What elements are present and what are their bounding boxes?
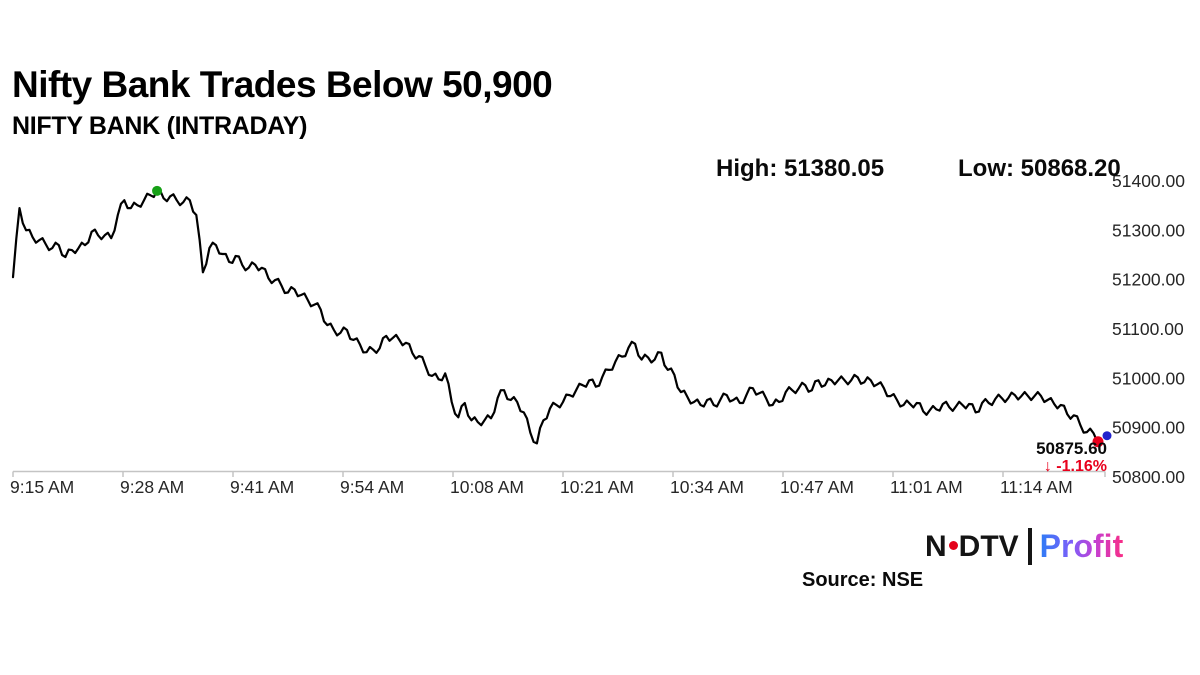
profit-wordmark: Profit bbox=[1039, 528, 1124, 564]
x-tick-label: 10:21 AM bbox=[560, 477, 634, 497]
y-tick-label: 50900.00 bbox=[1112, 418, 1185, 438]
y-tick-label: 51200.00 bbox=[1112, 270, 1185, 290]
y-tick-label: 51000.00 bbox=[1112, 368, 1185, 388]
ndtv-red-dot-icon bbox=[948, 540, 958, 550]
last-marker-dot bbox=[1092, 436, 1104, 448]
last-price-callout: 50875.60 ↓ -1.16% bbox=[1036, 440, 1107, 476]
x-tick-label: 11:14 AM bbox=[1000, 477, 1073, 497]
y-tick-label: 51300.00 bbox=[1112, 220, 1185, 240]
y-tick-label: 51100.00 bbox=[1112, 319, 1184, 339]
x-tick-label: 9:15 AM bbox=[10, 477, 74, 497]
chart-subtitle: NIFTY BANK (INTRADAY) bbox=[12, 112, 308, 140]
logo-separator bbox=[1027, 528, 1032, 565]
x-tick-label: 9:41 AM bbox=[230, 477, 294, 497]
y-tick-label: 51400.00 bbox=[1112, 171, 1185, 191]
high-value-label: High: 51380.05 bbox=[716, 155, 885, 182]
high-low-stats: High: 51380.05 Low: 50868.20 bbox=[0, 155, 1200, 185]
page-title: Nifty Bank Trades Below 50,900 bbox=[12, 64, 553, 105]
x-tick-label: 10:08 AM bbox=[450, 477, 524, 497]
x-tick-label: 9:54 AM bbox=[340, 477, 404, 497]
y-tick-label: 50800.00 bbox=[1112, 467, 1185, 487]
x-tick-label: 10:47 AM bbox=[780, 477, 854, 497]
x-tick-label: 10:34 AM bbox=[670, 477, 744, 497]
change-percent-label: ↓ -1.16% bbox=[1043, 458, 1107, 475]
last-marker-secondary-dot bbox=[1102, 431, 1112, 441]
ndtv-profit-logo: N DTV Profit bbox=[925, 528, 1123, 565]
peak-marker-dot bbox=[152, 185, 163, 196]
x-tick-label: 9:28 AM bbox=[120, 477, 184, 497]
x-tick-label: 11:01 AM bbox=[890, 477, 963, 497]
ndtv-wordmark: N DTV bbox=[925, 529, 1019, 563]
last-price-label: 50875.60 bbox=[1036, 439, 1107, 458]
low-value-label: Low: 50868.20 bbox=[958, 155, 1121, 182]
source-text: Source: NSE bbox=[802, 569, 924, 591]
price-line bbox=[11, 189, 1102, 445]
